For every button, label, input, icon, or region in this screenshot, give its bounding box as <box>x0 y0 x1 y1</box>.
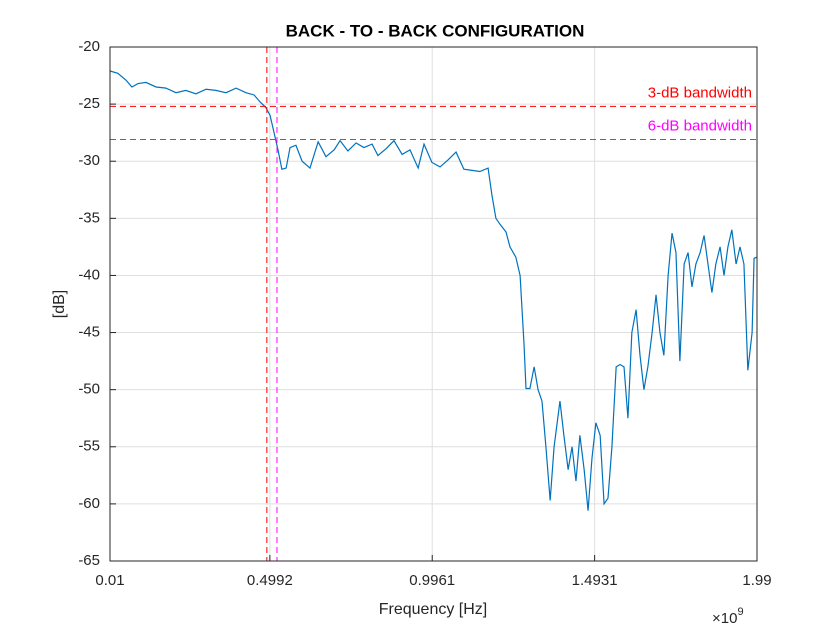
y-tick-label: -40 <box>78 266 100 283</box>
x-axis-label: Frequency [Hz] <box>379 601 487 618</box>
threshold-label: 3-dB bandwidth <box>648 84 752 101</box>
x-tick-label: 1.99 <box>742 572 771 589</box>
x-tick-label: 0.4992 <box>247 572 293 589</box>
y-tick-label: -60 <box>78 495 100 512</box>
y-tick-label: -30 <box>78 152 100 169</box>
x-multiplier-exponent: 9 <box>737 606 743 618</box>
x-multiplier: ×109 <box>712 606 744 627</box>
x-multiplier-base: ×10 <box>712 610 737 627</box>
y-tick-label: -45 <box>78 324 100 341</box>
y-tick-label: -55 <box>78 438 100 455</box>
y-tick-label: -65 <box>78 552 100 569</box>
x-tick-label: 1.4931 <box>572 572 618 589</box>
y-tick-label: -50 <box>78 381 100 398</box>
x-tick-label: 0.01 <box>95 572 124 589</box>
plot-frame <box>109 46 758 562</box>
data-line <box>109 70 758 511</box>
chart-title: BACK - TO - BACK CONFIGURATION <box>286 21 585 40</box>
y-tick-label: -25 <box>78 95 100 112</box>
x-tick-label: 0.9961 <box>409 572 455 589</box>
threshold-label: 6-dB bandwidth <box>648 117 752 134</box>
y-axis-label: [dB] <box>51 290 68 318</box>
y-tick-label: -20 <box>78 38 100 55</box>
y-tick-label: -35 <box>78 209 100 226</box>
